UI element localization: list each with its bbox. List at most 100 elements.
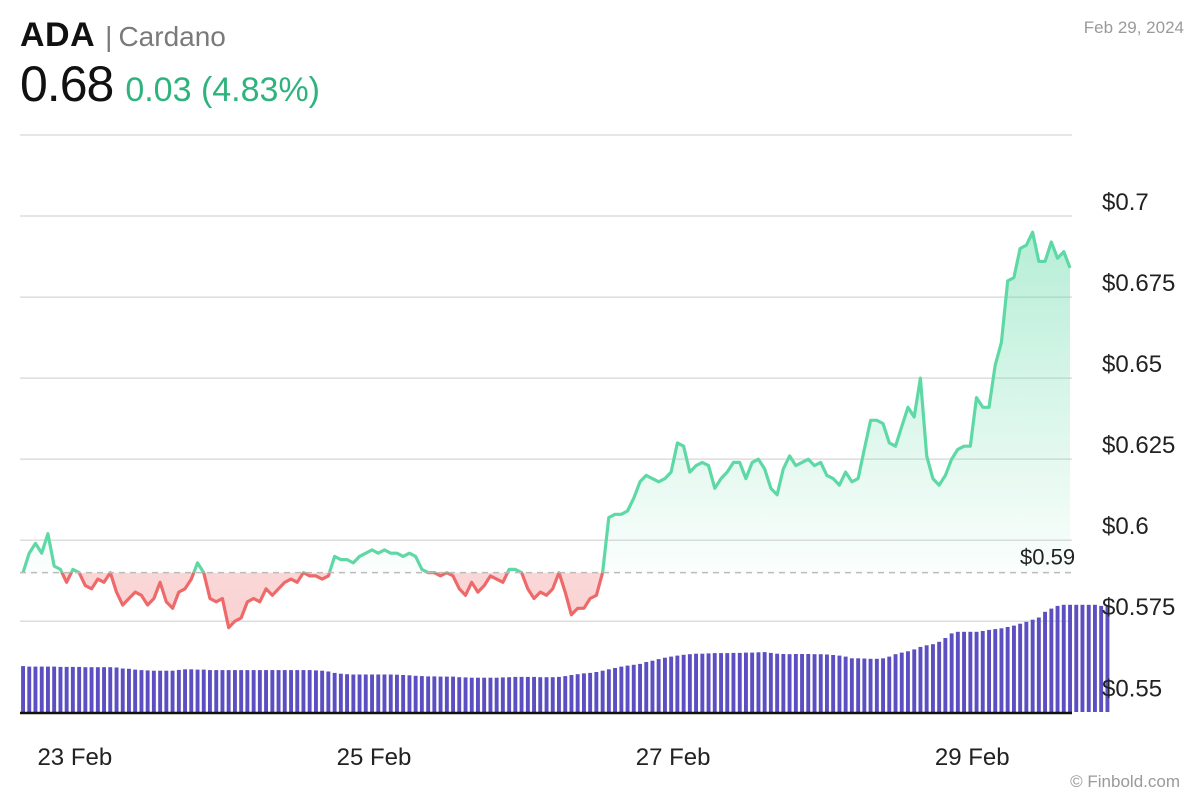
volume-bar: [918, 646, 923, 712]
volume-bar: [1086, 604, 1091, 712]
price-row: 0.68 0.03 (4.83%): [20, 55, 320, 113]
volume-bar: [843, 656, 848, 712]
volume-bar: [868, 658, 873, 712]
volume-bar: [320, 670, 325, 712]
volume-bar: [525, 676, 530, 712]
volume-bar: [382, 674, 387, 712]
volume-bar: [270, 670, 275, 712]
volume-bar: [133, 669, 138, 712]
volume-bar: [1061, 604, 1066, 712]
volume-bar: [507, 677, 512, 712]
volume-bar: [756, 652, 761, 712]
x-tick-label: 23 Feb: [37, 744, 112, 771]
volume-bar: [849, 658, 854, 712]
volume-bar: [669, 656, 674, 712]
price-change: 0.03 (4.83%): [125, 71, 320, 109]
volume-bar: [694, 653, 698, 712]
volume-bar: [376, 674, 381, 712]
volume-bar: [887, 656, 892, 712]
volume-bar: [931, 644, 935, 712]
volume-bar: [750, 652, 755, 712]
volume-bar: [21, 666, 25, 712]
asset-name: Cardano: [118, 21, 226, 52]
volume-bar: [613, 668, 617, 712]
volume-bar: [1074, 604, 1079, 712]
volume-bar: [619, 666, 624, 712]
volume-bar: [793, 654, 798, 712]
y-tick-label: $0.65: [1102, 351, 1162, 378]
price-line-down: [23, 572, 605, 630]
watermark: © Finbold.com: [1070, 772, 1180, 791]
volume-bar: [33, 666, 38, 712]
volume-bar: [831, 655, 836, 712]
volume-bar: [89, 667, 94, 712]
volume-bar: [943, 638, 948, 712]
volume-bar: [27, 666, 32, 712]
volume-bar: [494, 677, 499, 712]
volume-bar: [95, 667, 100, 712]
volume-bar: [1068, 604, 1072, 712]
volume-bar: [170, 670, 175, 712]
volume-bar: [519, 676, 524, 712]
volume-bar: [351, 674, 356, 712]
volume-bar: [1036, 617, 1041, 712]
volume-bar: [862, 658, 867, 712]
volume-bar: [70, 666, 75, 712]
volume-bar: [675, 655, 680, 712]
volume-bar: [600, 670, 605, 712]
volume-bar: [438, 676, 443, 712]
volume-bar: [538, 677, 543, 712]
volume-bar: [993, 629, 998, 712]
volume-bar: [220, 670, 225, 712]
volume-bar: [332, 672, 337, 712]
volume-bar: [974, 631, 979, 712]
volume-bar: [83, 667, 88, 712]
volume-bar: [980, 631, 985, 712]
volume-bar: [276, 670, 281, 712]
volume-bar: [775, 653, 780, 712]
area-fill-down: [61, 572, 603, 628]
volume-bar: [476, 677, 480, 712]
volume-bar: [912, 649, 917, 712]
volume-bar: [176, 669, 181, 712]
volume-bar: [245, 670, 250, 712]
volume-bar: [282, 670, 287, 712]
volume-bar: [644, 662, 649, 712]
volume-bar: [463, 677, 468, 712]
area-fill-up: [23, 232, 1070, 573]
volume-bar: [856, 658, 861, 712]
volume-bar: [39, 666, 44, 712]
volume-bar: [700, 653, 705, 712]
volume-bar: [1055, 605, 1060, 712]
x-axis-ticks: 23 Feb 25 Feb 27 Feb 29 Feb: [37, 744, 1009, 771]
volume-bar: [1093, 604, 1097, 712]
volume-bar: [201, 669, 206, 712]
volume-bar: [588, 672, 593, 712]
volume-bar: [158, 670, 163, 712]
volume-bar: [532, 676, 536, 712]
volume-bar: [768, 652, 773, 712]
x-tick-label: 25 Feb: [337, 744, 412, 771]
volume-bar: [638, 663, 642, 712]
volume-bar: [687, 654, 692, 712]
volume-bar: [183, 669, 187, 712]
volume-bar: [874, 658, 879, 712]
volume-bar: [239, 670, 244, 712]
volume-bar: [120, 668, 125, 712]
volume-bar: [363, 674, 368, 712]
volume-bar: [127, 668, 131, 712]
volume-bar: [451, 676, 455, 712]
volume-bar: [314, 670, 318, 712]
volume-bar: [719, 653, 723, 712]
volume-bar: [500, 677, 505, 712]
volume-bar: [189, 669, 194, 712]
volume-bar: [457, 677, 462, 712]
volume-bar: [1005, 627, 1010, 712]
volume-bar: [46, 666, 50, 712]
title-separator: |: [105, 21, 113, 52]
x-tick-label: 29 Feb: [935, 744, 1010, 771]
y-tick-label: $0.6: [1102, 513, 1149, 540]
volume-bar: [407, 675, 412, 712]
volume-bar: [395, 674, 399, 712]
